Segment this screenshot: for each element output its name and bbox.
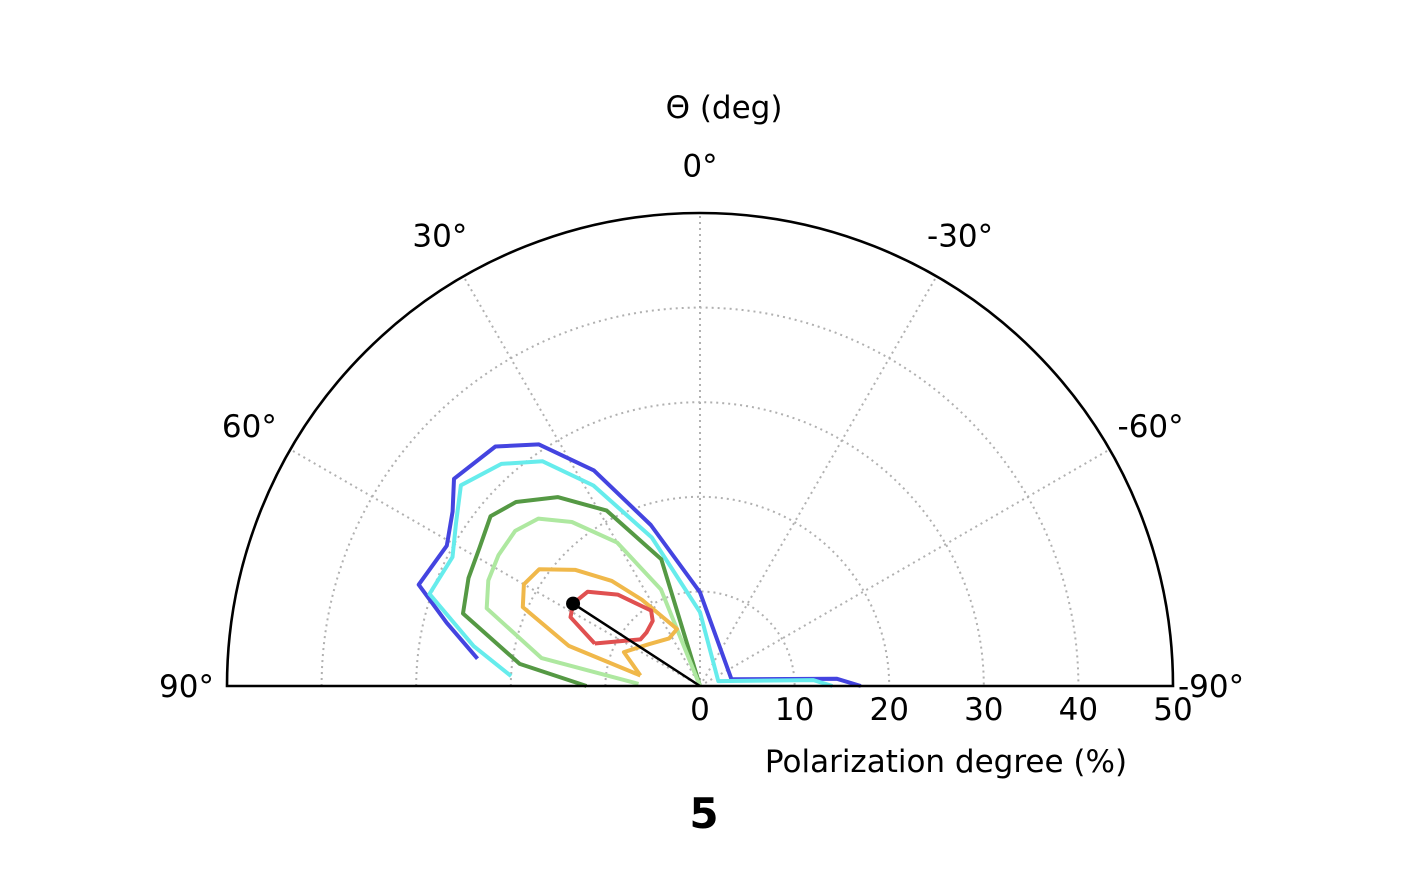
contour-line (427, 459, 833, 688)
polarization-point (566, 596, 581, 611)
radius-axis-title: Polarization degree (%) (765, 744, 1127, 780)
radius-gridline (320, 306, 1080, 687)
vector-layer (566, 596, 701, 688)
theta-tick-label: 30° (412, 218, 467, 254)
theta-gridline (699, 275, 938, 687)
polar-frame (225, 211, 1175, 688)
frame-layer (225, 211, 1175, 688)
radius-tick-label: 40 (1059, 692, 1098, 728)
radius-gridline (509, 495, 891, 687)
contour-line (484, 516, 702, 687)
theta-tick-label: -90° (1178, 669, 1244, 705)
theta-axis-title: Θ (deg) (666, 90, 783, 126)
panel-label: 5 (689, 789, 718, 838)
radius-tick-label: 0 (690, 692, 710, 728)
theta-tick-label: 0° (682, 149, 717, 185)
radius-tick-label: 30 (964, 692, 1003, 728)
theta-gridline (699, 448, 1111, 687)
label-layer: Θ (deg) Polarization degree (%) 5 0° 30° 6… (159, 90, 1244, 838)
theta-tick-label: -30° (927, 218, 993, 254)
theta-tick-label: -60° (1118, 409, 1184, 445)
contour-line (520, 567, 679, 678)
contour-line (461, 495, 702, 688)
radius-tick-label: 10 (775, 692, 814, 728)
polarization-vector (572, 602, 701, 688)
contour-layer (416, 442, 862, 688)
radius-tick-label: 50 (1153, 692, 1192, 728)
contour-line (416, 442, 862, 688)
radius-gridline (604, 590, 796, 687)
radius-tick-label: 20 (869, 692, 908, 728)
theta-tick-label: 90° (159, 669, 214, 705)
theta-gridline (289, 448, 701, 687)
theta-tick-label: 60° (222, 409, 277, 445)
grid-layer (289, 213, 1111, 687)
